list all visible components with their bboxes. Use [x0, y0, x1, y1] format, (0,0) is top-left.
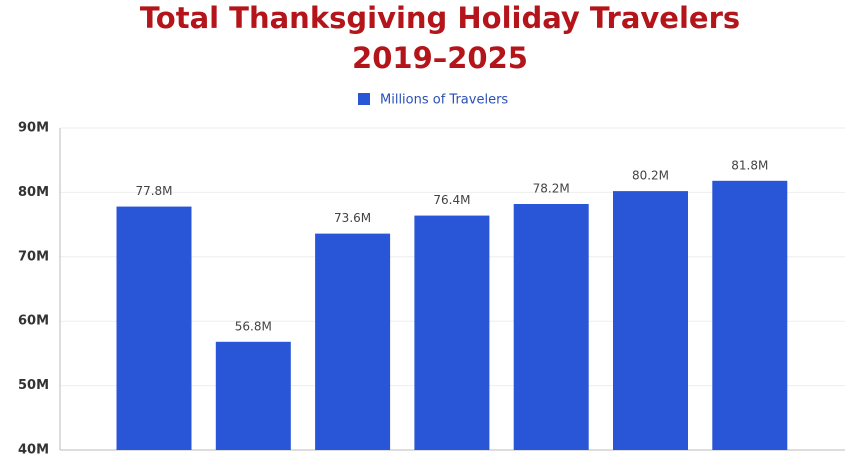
y-tick-label: 90M — [18, 121, 49, 136]
value-label: 76.4M — [433, 193, 470, 207]
y-tick-label: 40M — [18, 443, 49, 458]
value-label: 77.8M — [135, 184, 172, 198]
bar — [215, 341, 291, 450]
bar — [414, 215, 490, 450]
bar — [613, 191, 688, 450]
chart-title: Total Thanksgiving Holiday Travelers — [140, 1, 740, 35]
y-tick-label: 80M — [18, 185, 49, 200]
y-tick-label: 70M — [18, 249, 49, 264]
bar — [513, 203, 589, 450]
bar — [116, 206, 192, 450]
value-label: 81.8M — [731, 158, 768, 172]
y-tick-label: 50M — [18, 378, 49, 393]
bar — [712, 180, 788, 451]
chart-title: 2019–2025 — [352, 41, 528, 75]
legend-label: Millions of Travelers — [380, 93, 508, 108]
value-label: 78.2M — [533, 181, 570, 195]
value-label: 80.2M — [632, 169, 669, 183]
y-tick-label: 60M — [18, 314, 49, 329]
legend-swatch — [358, 93, 370, 105]
bar — [315, 233, 391, 450]
value-label: 56.8M — [235, 319, 272, 333]
value-label: 73.6M — [334, 211, 371, 225]
